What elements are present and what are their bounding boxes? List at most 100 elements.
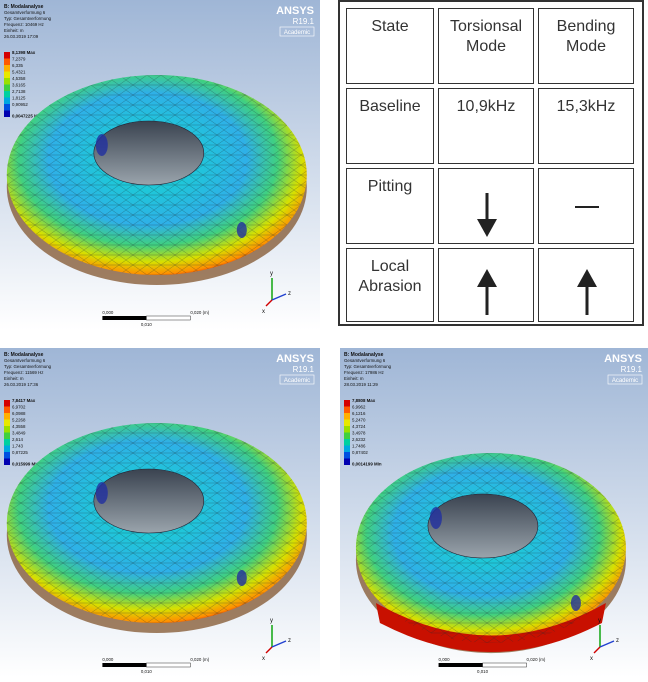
info-text: Einheit: m (4, 376, 24, 381)
pocket (95, 134, 108, 156)
results-table: State Torsionsal Mode Bending Mode Basel… (338, 0, 644, 326)
scale-label: 0,020 (m) (527, 657, 546, 662)
scale-white (482, 662, 527, 668)
legend-label: 4,5358 (12, 76, 26, 81)
legend-label: 1,7486 (352, 444, 366, 449)
scale-label: 0,000 (439, 657, 451, 662)
legend-swatch (4, 413, 10, 420)
edition-box (607, 374, 643, 385)
legend-swatch (4, 91, 10, 98)
legend-swatch (4, 71, 10, 78)
brand: ANSYS (276, 5, 314, 17)
axis-label: y (270, 271, 273, 277)
version: R19.1 (293, 365, 315, 374)
scale-black (102, 316, 147, 320)
edition-box (279, 26, 315, 37)
table-cell: 10,9kHz (438, 88, 534, 164)
table-row-label: Local Abrasion (346, 248, 434, 322)
legend-swatch (4, 52, 10, 59)
legend-swatch (4, 439, 10, 446)
table-cell: 15,3kHz (538, 88, 634, 164)
edition-box (279, 374, 315, 385)
legend-label: 3,4849 (12, 431, 26, 436)
legend-swatch (344, 419, 350, 426)
edition: Academic (612, 378, 638, 384)
legend-label: 5,4321 (12, 70, 26, 75)
scale-label: 0,000 (102, 657, 114, 662)
table-row-label: Baseline (346, 88, 434, 164)
info-text: Typ: Gesamtverformung (4, 16, 52, 21)
legend-label: 8,1398 Max (12, 50, 36, 55)
table-header-cell: Torsionsal Mode (438, 8, 534, 84)
legend-swatch (4, 65, 10, 72)
scale-label: 0,010 (141, 669, 153, 674)
axis-x (265, 646, 273, 654)
axis-label: z (288, 638, 291, 644)
legend-label: 5,2268 (12, 418, 26, 423)
hole (427, 493, 539, 559)
legend-swatch (4, 432, 10, 439)
up-arrow (577, 269, 597, 315)
brand: ANSYS (604, 353, 642, 365)
axis-z (271, 640, 287, 648)
pocket (236, 570, 247, 586)
scale-label: 0,000 (102, 310, 114, 315)
info-text: 26.03.2019 17:36 (4, 382, 39, 387)
axis-label: x (262, 656, 265, 662)
edition: Academic (284, 30, 310, 36)
simulation-panel: B: Modalanalyse Gesamtverformung 6 Typ: Ge… (0, 0, 320, 335)
axis-label: y (598, 618, 601, 624)
info-text: 26.03.2019 17:09 (4, 34, 39, 39)
legend-label: 6,9962 (352, 405, 366, 410)
legend-swatch (4, 419, 10, 426)
legend-swatch (4, 400, 10, 407)
legend-swatch (344, 400, 350, 407)
legend-swatch (344, 458, 350, 465)
legend-swatch (344, 406, 350, 413)
axis-z (271, 293, 287, 301)
axis-x (593, 646, 601, 654)
legend-label: 6,1216 (352, 411, 366, 416)
axis-label: z (616, 638, 619, 644)
legend-label: 2,7138 (12, 89, 26, 94)
axis-label: z (288, 291, 291, 297)
table-cell (438, 248, 534, 322)
info-text: B: Modalanalyse (4, 352, 44, 358)
legend-label: 1,8125 (12, 96, 26, 101)
no-change-dash (575, 206, 599, 208)
info-text: Frequenz: 11569 Hz (4, 370, 43, 375)
simulation-panel: B: Modalanalyse Gesamtverformung 6 Typ: Ge… (340, 348, 648, 682)
up-arrow (477, 269, 497, 315)
info-text: Frequenz: 17986 Hz (344, 370, 384, 375)
legend-label: 3,4978 (352, 431, 366, 436)
legend-swatch (4, 110, 10, 117)
legend-label: 6,335 (12, 63, 24, 68)
info-text: Frequenz: 10469 Hz (4, 22, 44, 27)
edition: Academic (284, 378, 310, 384)
legend-label: 2,614 (12, 437, 24, 442)
version: R19.1 (621, 365, 643, 374)
table-cell (538, 168, 634, 244)
scale-black (438, 663, 483, 667)
scale-black (102, 663, 147, 667)
legend-swatch (4, 78, 10, 85)
info-text: Gesamtverformung 6 (4, 10, 46, 15)
scale-label: 0,020 (m) (190, 657, 209, 662)
legend-label: 2,6232 (352, 437, 366, 442)
table-header-cell: State (346, 8, 434, 84)
legend-label: 6,0988 (12, 411, 26, 416)
scale-label: 0,010 (141, 322, 153, 327)
legend-swatch (344, 413, 350, 420)
legend-swatch (344, 445, 350, 452)
legend-label: 7,8808 Max (352, 398, 376, 403)
legend-swatch (344, 439, 350, 446)
axis-label: x (262, 309, 265, 315)
legend-label: 0,87225 (12, 450, 28, 455)
legend-label: 0,015999 Min (12, 462, 39, 467)
legend-swatch (4, 406, 10, 413)
legend-swatch (4, 452, 10, 459)
info-text: Gesamtverformung 6 (4, 358, 46, 363)
pocket (429, 507, 442, 529)
